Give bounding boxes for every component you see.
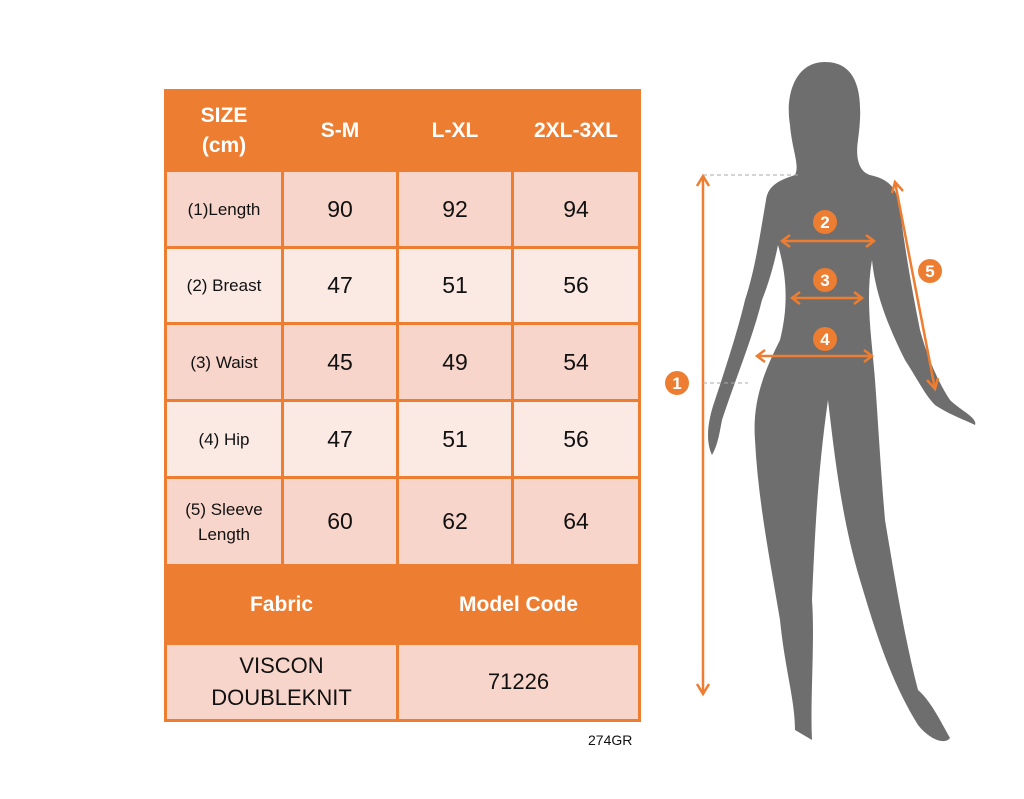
unit-label: (cm) xyxy=(201,133,247,157)
cell: 60 xyxy=(281,476,399,567)
cell: 62 xyxy=(396,476,514,567)
model-code-value: 71226 xyxy=(396,642,641,722)
cell: 47 xyxy=(281,399,399,479)
guide-lines xyxy=(703,174,800,384)
cell: 56 xyxy=(511,246,641,325)
cell: 54 xyxy=(511,322,641,402)
marker-2 xyxy=(813,210,837,234)
cell: 49 xyxy=(396,322,514,402)
cell: 56 xyxy=(511,399,641,479)
col-header-2xl-3xl: 2XL-3XL xyxy=(511,89,641,172)
fabric-line: VISCON xyxy=(239,653,324,678)
table-row: (4) Hip 47 51 56 xyxy=(164,399,641,479)
table-row: (5) Sleeve Length 60 62 64 xyxy=(164,476,641,567)
fabric-header-row: Fabric Model Code xyxy=(164,564,641,645)
row-label: (5) Sleeve Length xyxy=(164,476,284,567)
table-row: (2) Breast 47 51 56 xyxy=(164,246,641,325)
model-code-header: Model Code xyxy=(396,564,641,645)
measurement-arrows xyxy=(695,173,940,697)
marker-4 xyxy=(813,327,837,351)
cell: 90 xyxy=(281,169,399,249)
table-row: (1)Length 90 92 94 xyxy=(164,169,641,249)
row-label-line: Length xyxy=(198,524,250,544)
size-label: SIZE xyxy=(200,103,248,127)
fabric-row: VISCON DOUBLEKNIT 71226 xyxy=(164,642,641,722)
woman-silhouette xyxy=(708,62,976,742)
row-label: (1)Length xyxy=(164,169,284,249)
size-chart-table: SIZE (cm) S-M L-XL 2XL-3XL (1)Length 90 9… xyxy=(164,89,641,722)
fabric-line: DOUBLEKNIT xyxy=(211,685,352,710)
marker-3 xyxy=(813,268,837,292)
fabric-value: VISCON DOUBLEKNIT xyxy=(164,642,399,722)
marker-5-label: 5 xyxy=(925,262,934,281)
row-label: (4) Hip xyxy=(164,399,284,479)
marker-1 xyxy=(665,371,689,395)
col-header-s-m: S-M xyxy=(281,89,399,172)
product-code: 274GR xyxy=(588,732,633,748)
table-row: (3) Waist 45 49 54 xyxy=(164,322,641,402)
row-label: (3) Waist xyxy=(164,322,284,402)
cell: 92 xyxy=(396,169,514,249)
marker-2-label: 2 xyxy=(820,213,829,232)
col-header-l-xl: L-XL xyxy=(396,89,514,172)
cell: 45 xyxy=(281,322,399,402)
fabric-header: Fabric xyxy=(164,564,399,645)
marker-5 xyxy=(918,259,942,283)
table-header-row: SIZE (cm) S-M L-XL 2XL-3XL xyxy=(164,89,641,172)
cell: 64 xyxy=(511,476,641,567)
marker-4-label: 4 xyxy=(820,330,830,349)
cell: 51 xyxy=(396,246,514,325)
row-label-line: (5) Sleeve xyxy=(185,499,263,519)
size-header: SIZE (cm) xyxy=(164,89,284,172)
cell: 47 xyxy=(281,246,399,325)
marker-1-label: 1 xyxy=(672,374,681,393)
cell: 94 xyxy=(511,169,641,249)
cell: 51 xyxy=(396,399,514,479)
marker-3-label: 3 xyxy=(820,271,829,290)
row-label: (2) Breast xyxy=(164,246,284,325)
